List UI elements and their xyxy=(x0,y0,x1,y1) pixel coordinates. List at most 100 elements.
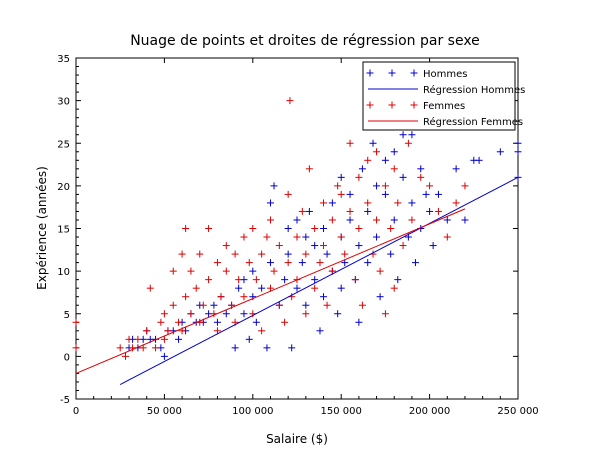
data-point-hommes xyxy=(358,165,366,173)
data-point-femmes xyxy=(249,225,257,232)
data-point-femmes xyxy=(252,276,260,284)
data-point-hommes xyxy=(364,259,372,267)
data-point-hommes xyxy=(316,327,324,335)
data-point-femmes xyxy=(196,250,204,258)
data-point-femmes xyxy=(311,284,319,292)
legend-box xyxy=(362,61,516,131)
x-tick-label: 250 000 xyxy=(497,406,538,417)
data-point-femmes xyxy=(146,284,154,292)
data-point-hommes xyxy=(364,207,372,215)
data-point-hommes xyxy=(252,318,260,326)
data-point-femmes xyxy=(160,335,168,343)
y-tick-label: 15 xyxy=(57,225,70,236)
data-point-femmes xyxy=(358,301,366,309)
data-point-femmes xyxy=(328,267,336,275)
y-tick-label: 5 xyxy=(64,310,70,321)
y-tick-label: 35 xyxy=(57,54,70,65)
data-point-hommes xyxy=(222,310,230,318)
data-point-hommes xyxy=(461,216,469,224)
data-point-hommes xyxy=(210,301,218,309)
data-point-femmes xyxy=(169,301,177,309)
y-tick-label: 30 xyxy=(57,97,70,108)
data-point-hommes xyxy=(334,310,342,318)
data-point-hommes xyxy=(293,284,301,292)
data-point-hommes xyxy=(443,216,451,224)
data-point-hommes xyxy=(369,139,377,147)
data-point-femmes xyxy=(351,276,359,284)
data-point-hommes xyxy=(376,293,384,301)
data-point-hommes xyxy=(305,207,313,215)
data-point-hommes xyxy=(281,276,289,284)
data-point-hommes xyxy=(426,207,434,215)
data-point-femmes xyxy=(387,225,395,232)
data-point-hommes xyxy=(387,250,395,258)
data-point-femmes xyxy=(390,165,398,173)
y-axis-title: Expérience (années) xyxy=(35,166,49,290)
data-point-hommes xyxy=(284,250,292,258)
data-point-femmes xyxy=(364,199,372,207)
regression-line-hommes xyxy=(119,176,519,385)
data-point-hommes xyxy=(302,301,310,309)
data-point-femmes xyxy=(284,190,292,198)
data-point-femmes xyxy=(281,318,289,326)
x-tick-label: 0 xyxy=(73,406,79,417)
data-point-femmes xyxy=(258,327,266,335)
data-point-femmes xyxy=(275,242,283,250)
data-point-hommes xyxy=(346,190,354,198)
data-point-femmes xyxy=(122,352,130,360)
data-point-femmes xyxy=(222,267,230,275)
data-point-femmes xyxy=(160,310,168,318)
data-point-hommes xyxy=(288,344,296,352)
chart-title: Nuage de points et droites de régression… xyxy=(130,33,480,49)
data-point-femmes xyxy=(213,259,221,267)
data-point-hommes xyxy=(213,318,221,326)
data-point-hommes xyxy=(320,225,328,232)
y-axis: -5 0 5 10 15 20 25 30 35 xyxy=(57,54,518,406)
data-point-femmes xyxy=(182,293,190,301)
data-point-femmes xyxy=(240,233,248,241)
data-point-femmes xyxy=(263,233,271,241)
data-point-femmes xyxy=(205,276,213,284)
data-point-femmes xyxy=(245,259,253,267)
data-point-hommes xyxy=(328,199,336,207)
data-point-femmes xyxy=(270,267,278,275)
data-point-femmes xyxy=(443,233,451,241)
data-point-femmes xyxy=(316,259,324,267)
data-point-femmes xyxy=(125,335,133,343)
legend-marker xyxy=(388,101,396,109)
data-point-femmes xyxy=(157,318,165,326)
data-point-femmes xyxy=(394,199,402,207)
data-point-hommes xyxy=(311,242,319,250)
data-point-femmes xyxy=(337,233,345,241)
data-point-hommes xyxy=(390,216,398,224)
data-point-femmes xyxy=(390,284,398,292)
data-point-femmes xyxy=(408,216,416,224)
data-point-femmes xyxy=(461,182,469,190)
data-point-femmes xyxy=(298,207,306,215)
y-tick-label: 25 xyxy=(57,139,70,150)
y-tick-label: -5 xyxy=(60,395,70,406)
data-point-femmes xyxy=(116,344,124,352)
data-point-hommes xyxy=(337,173,345,181)
regression-line-femmes xyxy=(75,208,466,374)
data-point-hommes xyxy=(422,190,430,198)
plot-content xyxy=(72,97,522,385)
data-point-hommes xyxy=(381,156,389,164)
data-point-hommes xyxy=(399,173,407,181)
data-point-femmes xyxy=(235,276,243,284)
legend-marker xyxy=(388,69,396,77)
data-point-hommes xyxy=(408,131,416,139)
data-point-hommes xyxy=(355,242,363,250)
data-point-hommes xyxy=(235,284,243,292)
x-axis-title: Salaire ($) xyxy=(266,432,328,446)
data-point-femmes xyxy=(376,267,384,275)
data-point-hommes xyxy=(258,284,266,292)
data-point-hommes xyxy=(266,259,274,267)
data-point-hommes xyxy=(266,199,274,207)
data-point-femmes xyxy=(334,182,342,190)
legend-marker xyxy=(366,101,374,109)
data-point-hommes xyxy=(231,344,239,352)
data-point-femmes xyxy=(364,156,372,164)
data-point-hommes xyxy=(390,148,398,156)
data-point-femmes xyxy=(355,225,363,232)
